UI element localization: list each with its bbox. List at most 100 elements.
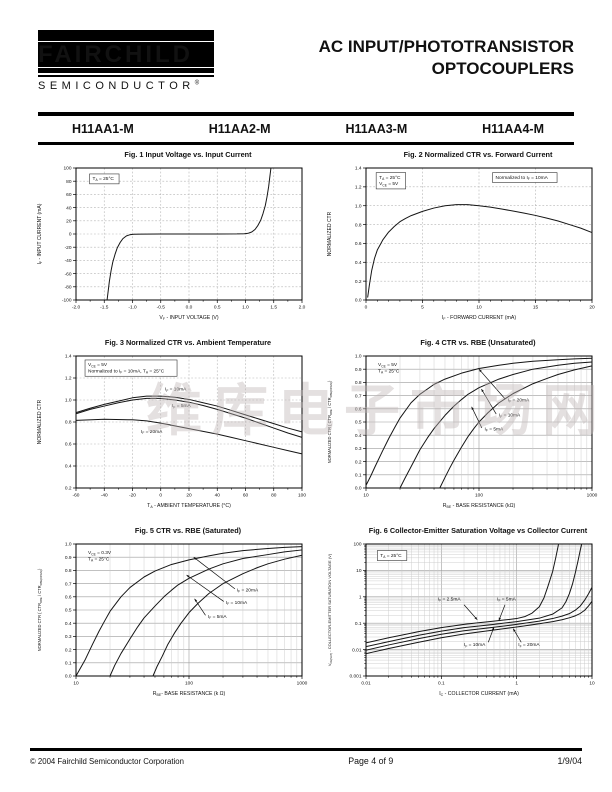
registered-mark: ® xyxy=(194,80,200,87)
fig1-chart-canvas: -2.0 -1.5 -1.0 -0.5 0.0 0.5 1.0 1.5 2.0 -100 -80 -6… xyxy=(37,166,306,321)
svg-text:IF = 5mA: IF = 5mA xyxy=(485,427,504,433)
svg-text:IF - FORWARD CURRENT (mA): IF - FORWARD CURRENT (mA) xyxy=(442,315,516,321)
svg-text:-1.0: -1.0 xyxy=(128,305,137,311)
fig3-chart-canvas: -60 -40 -20 0 20 40 60 80 100 0.2 0.4 0.6 0.8 1.0 1.2 1… xyxy=(37,354,306,509)
logo-subtitle-text: SEMICONDUCTOR xyxy=(38,80,195,93)
svg-text:IF = 20mA: IF = 20mA xyxy=(237,588,259,594)
svg-text:0.8: 0.8 xyxy=(355,380,362,386)
svg-text:20: 20 xyxy=(186,493,192,499)
svg-text:-0.5: -0.5 xyxy=(157,305,166,311)
svg-text:100: 100 xyxy=(63,166,71,172)
svg-text:0.5: 0.5 xyxy=(65,608,72,614)
svg-text:0.6: 0.6 xyxy=(65,442,72,448)
svg-text:0.1: 0.1 xyxy=(355,473,362,479)
svg-text:0.4: 0.4 xyxy=(355,260,362,266)
svg-text:1000: 1000 xyxy=(587,493,598,499)
svg-text:IF = 10mA: IF = 10mA xyxy=(226,600,248,606)
svg-text:10: 10 xyxy=(356,568,362,574)
svg-text:1.2: 1.2 xyxy=(65,376,72,382)
svg-text:TA - AMBIENT TEMPERATURE (°C): TA - AMBIENT TEMPERATURE (°C) xyxy=(147,503,231,509)
svg-text:RBE- BASE RESISTANCE (k Ω): RBE- BASE RESISTANCE (k Ω) xyxy=(153,691,226,697)
svg-text:0.1: 0.1 xyxy=(65,661,72,667)
figure-4: Fig. 4 CTR vs. RBE (Unsaturated) 10 100 10… xyxy=(320,338,602,516)
figure-6: Fig. 6 Collector-Emitter Saturation Volt… xyxy=(320,526,602,704)
svg-text:0.2: 0.2 xyxy=(355,459,362,465)
svg-text:IF - INPUT CURRENT (mA): IF - INPUT CURRENT (mA) xyxy=(37,203,43,264)
svg-text:0: 0 xyxy=(159,493,162,499)
svg-text:10: 10 xyxy=(73,681,79,687)
svg-text:0.5: 0.5 xyxy=(214,305,221,311)
svg-text:0.2: 0.2 xyxy=(65,486,72,492)
svg-text:IF = 5mA: IF = 5mA xyxy=(172,403,191,409)
figure-5: Fig. 5 CTR vs. RBE (Saturated) 10 100 1000… xyxy=(30,526,312,704)
svg-text:0.0: 0.0 xyxy=(355,298,362,304)
svg-text:0.6: 0.6 xyxy=(355,241,362,247)
svg-text:100: 100 xyxy=(185,681,193,687)
svg-text:NORMALIZED CTR ( CTRRBE / CTRR: NORMALIZED CTR ( CTRRBE / CTRRBE(OPEN)) xyxy=(327,380,333,463)
svg-text:1.2: 1.2 xyxy=(355,185,362,191)
svg-text:1.4: 1.4 xyxy=(355,166,362,172)
figure-title: Fig. 2 Normalized CTR vs. Forward Curren… xyxy=(403,150,553,159)
figure-title: Fig. 6 Collector-Emitter Saturation Volt… xyxy=(368,526,588,535)
svg-text:5: 5 xyxy=(421,305,424,311)
svg-text:IC - COLLECTOR CURRENT (mA): IC - COLLECTOR CURRENT (mA) xyxy=(439,691,519,697)
figure-2: Fig. 2 Normalized CTR vs. Forward Curren… xyxy=(320,150,602,328)
figure-title: Fig. 1 Input Voltage vs. Input Current xyxy=(124,150,252,159)
svg-text:IF = 10mA: IF = 10mA xyxy=(464,642,486,648)
part-number-bar: H11AA1-M H11AA2-M H11AA3-M H11AA4-M xyxy=(38,112,574,145)
logo-wordmark: FAIRCHILD xyxy=(38,42,214,67)
document-title-line1: AC INPUT/PHOTOTRANSISTOR xyxy=(318,37,574,56)
svg-text:IF = 20mA: IF = 20mA xyxy=(518,642,540,648)
svg-text:0: 0 xyxy=(365,305,368,311)
figure-title: Fig. 3 Normalized CTR vs. Ambient Temper… xyxy=(104,338,272,347)
document-title: AC INPUT/PHOTOTRANSISTOR OPTOCOUPLERS xyxy=(319,30,574,92)
svg-text:TA = 25°C: TA = 25°C xyxy=(380,553,402,559)
footer-date: 1/9/04 xyxy=(557,756,582,766)
svg-text:TA = 25°C: TA = 25°C xyxy=(378,369,400,375)
svg-text:0.4: 0.4 xyxy=(65,464,72,470)
svg-text:-1.5: -1.5 xyxy=(100,305,109,311)
svg-text:Normalized to IF = 10mA, TA =: Normalized to IF = 10mA, TA = 25°C xyxy=(88,369,165,375)
svg-text:IF = 10mA: IF = 10mA xyxy=(165,387,187,393)
svg-text:0.0: 0.0 xyxy=(355,486,362,492)
svg-text:100: 100 xyxy=(353,542,361,548)
svg-text:IF = 10mA: IF = 10mA xyxy=(499,413,521,419)
svg-text:NORMALIZED CTR: NORMALIZED CTR xyxy=(37,399,43,444)
svg-text:1: 1 xyxy=(359,595,362,601)
svg-text:TA = 25°C: TA = 25°C xyxy=(88,557,110,563)
svg-text:20: 20 xyxy=(589,305,595,311)
svg-text:15: 15 xyxy=(533,305,539,311)
svg-text:1.0: 1.0 xyxy=(242,305,249,311)
svg-text:IF = 5mA: IF = 5mA xyxy=(208,614,227,620)
fairchild-logo: FAIRCHILD SEMICONDUCTOR® xyxy=(38,30,214,92)
svg-text:1.5: 1.5 xyxy=(270,305,277,311)
svg-text:2.0: 2.0 xyxy=(299,305,306,311)
svg-text:VCE = 5V: VCE = 5V xyxy=(378,362,398,368)
svg-text:1000: 1000 xyxy=(297,681,308,687)
svg-text:IF = 5mA: IF = 5mA xyxy=(497,597,516,603)
figure-3: Fig. 3 Normalized CTR vs. Ambient Temper… xyxy=(30,338,312,516)
svg-text:10: 10 xyxy=(476,305,482,311)
svg-text:TA = 25°C: TA = 25°C xyxy=(379,175,401,181)
svg-text:VCE = 0.3V: VCE = 0.3V xyxy=(88,550,112,556)
svg-text:0.01: 0.01 xyxy=(352,647,362,653)
svg-text:-40: -40 xyxy=(101,493,108,499)
svg-text:100: 100 xyxy=(298,493,306,499)
svg-text:-2.0: -2.0 xyxy=(72,305,81,311)
charts-grid: Fig. 1 Input Voltage vs. Input Current -… xyxy=(30,150,598,704)
svg-text:0.7: 0.7 xyxy=(355,393,362,399)
logo-bar xyxy=(38,68,214,74)
svg-text:0.001: 0.001 xyxy=(349,674,361,680)
svg-text:IF = 2.5mA: IF = 2.5mA xyxy=(438,597,461,603)
svg-text:RBE - BASE RESISTANCE (kΩ): RBE - BASE RESISTANCE (kΩ) xyxy=(443,503,516,509)
svg-text:-60: -60 xyxy=(73,493,80,499)
svg-text:0.3: 0.3 xyxy=(65,634,72,640)
svg-text:-60: -60 xyxy=(65,271,72,277)
figure-1: Fig. 1 Input Voltage vs. Input Current -… xyxy=(30,150,312,328)
svg-text:-80: -80 xyxy=(65,285,72,291)
svg-text:NORMALIZED CTR: NORMALIZED CTR xyxy=(327,211,333,256)
svg-text:0.2: 0.2 xyxy=(65,647,72,653)
svg-text:80: 80 xyxy=(66,179,72,185)
svg-text:0.9: 0.9 xyxy=(65,555,72,561)
